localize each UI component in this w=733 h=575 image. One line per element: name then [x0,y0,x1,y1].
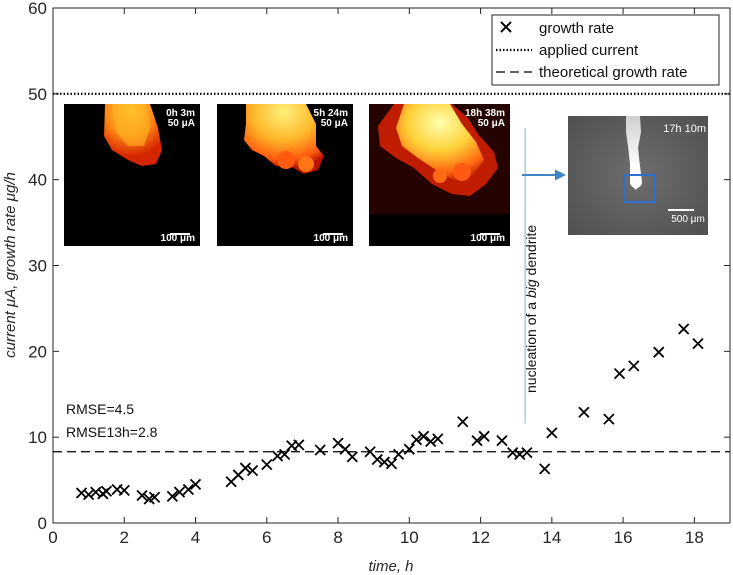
inset-1-time: 0h 3m [166,108,195,119]
inset-1-scale: 100 μm [161,233,196,244]
data-point [653,346,665,358]
x-tick-label: 12 [471,528,490,547]
legend: growth rate applied current theoretical … [491,14,720,86]
x-tick-label: 4 [191,528,200,547]
data-point [346,451,358,463]
data-point [136,489,148,502]
y-tick-label: 50 [28,85,47,104]
inset-2-scale: 100 μm [314,233,349,244]
x-tick-label: 6 [262,528,271,547]
data-point [314,444,326,456]
inset-micrograph-2: 5h 24m 50 μA 100 μm [217,104,353,246]
data-point [478,430,490,442]
nucleation-label: nucleation of a big dendrite [523,225,539,393]
y-tick-label: 20 [28,342,47,361]
data-point [173,486,186,498]
data-point [82,489,95,501]
legend-item-theoretical-growth-rate: theoretical growth rate [496,64,687,81]
y-tick-label: 60 [28,0,47,18]
data-point [118,484,130,497]
x-tick-label: 10 [400,528,419,547]
data-point [578,406,590,418]
data-point [371,453,383,466]
inset-micrograph-1: 0h 3m 50 μA 100 μm [64,104,200,246]
legend-label-applied-current: applied current [539,42,639,59]
y-tick-label: 40 [28,171,47,190]
y-axis-label: current μA, growth rate μg/h [2,172,19,358]
inset-overview-micrograph: 17h 10m 500 μm [568,116,708,235]
data-point [471,434,483,447]
data-point [496,434,508,447]
y-tick-label: 0 [38,514,47,533]
growth-rate-series [75,323,704,505]
data-point [539,463,551,475]
legend-item-applied-current: applied current [496,42,639,59]
data-point [603,413,615,425]
data-point [100,485,113,497]
data-point [182,483,195,496]
data-point [628,360,640,372]
inset-2-current: 50 μA [321,118,348,129]
inset-3-time: 18h 38m [465,108,505,119]
legend-item-growth-rate: growth rate [500,20,614,37]
x-tick-label: 14 [542,528,561,547]
legend-label-growth-rate: growth rate [539,20,614,37]
rmse13-label: RMSE13h=2.8 [66,424,158,440]
inset-3-current: 50 μA [478,118,505,129]
y-axis-ticks: 0 10 20 30 40 50 60 [28,0,730,533]
data-point [261,458,273,471]
data-point [189,478,202,491]
x-tick-label: 2 [120,528,129,547]
data-point [385,458,398,470]
data-point [293,439,305,451]
data-point [546,427,558,439]
inset-2-time: 5h 24m [314,108,349,119]
data-point [403,443,415,455]
data-point [457,416,469,428]
data-point [392,448,405,460]
data-point [239,462,252,474]
highlight-box [623,174,655,203]
legend-label-theoretical-growth-rate: theoretical growth rate [539,64,687,81]
data-point [692,337,704,350]
inset-3-scale: 100 μm [471,233,506,244]
inset-1-current: 50 μA [168,118,195,129]
y-tick-label: 10 [28,428,47,447]
data-point [246,465,259,477]
inset-4-time: 17h 10m [663,123,706,135]
rmse-label: RMSE=4.5 [66,401,134,417]
data-point [278,448,291,460]
x-axis-ticks: 0 2 4 6 8 10 12 14 16 18 [48,8,704,547]
x-tick-label: 16 [614,528,633,547]
inset-4-scale: 500 μm [671,214,705,225]
data-point [432,433,444,445]
arrow-to-overview-inset [522,169,566,181]
x-tick-label: 8 [333,528,342,547]
data-point [678,323,690,335]
data-point [425,435,437,448]
y-tick-label: 30 [28,257,47,276]
x-tick-label: 18 [685,528,704,547]
data-point [166,490,179,503]
data-point [613,368,626,380]
data-point [410,434,423,446]
data-point [521,446,533,459]
inset-micrograph-3: 18h 38m 50 μA 100 μm [369,104,510,246]
data-point [417,430,430,442]
data-point [148,491,161,503]
x-tick-label: 0 [48,528,57,547]
x-axis-label: time, h [368,558,413,575]
